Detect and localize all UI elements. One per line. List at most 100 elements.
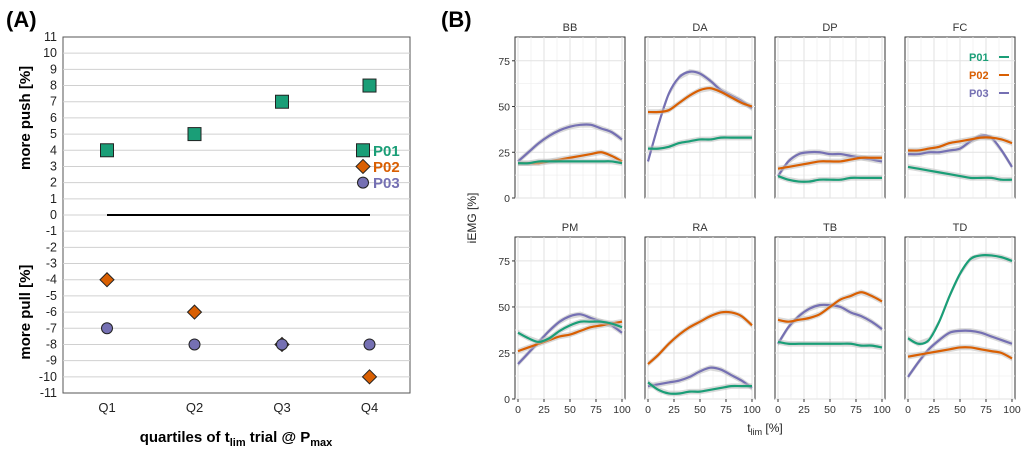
chart-a-x-axis-title: quartiles of tlim trial @ Pmax (140, 429, 333, 449)
chart-b-line-p01 (517, 320, 623, 344)
chart-b-facet-title: DA (692, 22, 708, 34)
chart-b-y-tick-label: 75 (498, 256, 510, 268)
chart-a-point-p03 (276, 338, 288, 351)
chart-b-x-tick-label: 0 (515, 404, 521, 416)
chart-a-x-tick-label: Q2 (186, 400, 203, 415)
chart-b-line-p02 (647, 87, 753, 114)
chart-a-point-p02 (361, 369, 378, 385)
chart-b-facet-title: TB (823, 222, 837, 234)
chart-a-y-tick-label: 2 (50, 176, 57, 190)
chart-a-x-tick-label: Q1 (98, 400, 115, 415)
panel-a-label: (A) (6, 7, 37, 32)
chart-b-ribbon-p02 (518, 318, 622, 354)
chart-b-x-tick-label: 100 (613, 404, 631, 416)
chart-b-line-p02 (777, 291, 883, 323)
chart-a-y-tick-label: -5 (46, 289, 57, 303)
chart-b-line-p02 (647, 310, 753, 365)
chart-a-point-p01 (275, 94, 289, 109)
chart-a-x-tick-label: Q3 (273, 400, 290, 415)
chart-b-xlabel-sub: lim (751, 427, 763, 437)
chart-b-x-tick-label: 25 (798, 404, 810, 416)
chart-b-line-p03 (517, 123, 623, 163)
chart-b-x-tick-label: 75 (980, 404, 992, 416)
chart-b-y-tick-label: 75 (498, 56, 510, 68)
chart-a-y-tick-label: 3 (50, 159, 57, 173)
chart-b-line-p02 (907, 346, 1013, 360)
chart-a-y-tick-label: -9 (46, 354, 57, 368)
chart-a-legend-label-p02: P02 (373, 159, 400, 176)
chart-a-ylabel-top: more push [%] (17, 66, 34, 170)
chart-b-y-tick-label: 50 (498, 102, 510, 114)
chart-b-legend-label-p02: P02 (969, 70, 989, 82)
chart-a-point-p02 (186, 304, 203, 320)
chart-a: 11109876543210-1-2-3-4-5-6-7-8-9-10-11Q1… (17, 30, 411, 415)
chart-b-x-tick-label: 0 (775, 404, 781, 416)
chart-a-point-p03 (101, 322, 113, 335)
chart-b-ribbon-p01 (518, 318, 622, 345)
chart-b-xlabel-main: t (747, 421, 751, 435)
chart-b-facet-title: BB (563, 22, 578, 34)
chart-a-xlabel-sub2: max (310, 437, 333, 449)
chart-b-y-axis-title: iEMG [%] (465, 193, 479, 244)
chart-b-x-tick-label: 25 (928, 404, 940, 416)
chart-a-ylabel-bottom: more pull [%] (17, 265, 34, 360)
chart-a-y-tick-label: -11 (40, 386, 57, 400)
chart-b-ribbon-p01 (908, 252, 1012, 347)
chart-b-x-tick-label: 75 (720, 404, 732, 416)
chart-b-x-tick-label: 0 (645, 404, 651, 416)
chart-a-legend-marker-p03 (357, 176, 369, 189)
chart-b: iEMG [%] BB 0 25 50 75 DA DP FC P01 P02 P03 PM 0 25 50 7… (465, 22, 1021, 416)
chart-b-line-p02 (777, 156, 882, 170)
chart-b-ribbon-p02 (908, 344, 1012, 362)
chart-a-y-tick-label: -1 (46, 224, 57, 238)
chart-b-x-tick-label: 75 (850, 404, 862, 416)
chart-b-x-tick-label: 50 (694, 404, 706, 416)
panel-b-label: (B) (441, 7, 472, 32)
chart-a-y-tick-label: -3 (46, 257, 57, 271)
chart-a-y-tick-label: 9 (50, 62, 57, 76)
chart-b-line-p03 (647, 366, 753, 389)
chart-b-x-tick-label: 75 (590, 404, 602, 416)
chart-a-y-tick-label: -6 (46, 305, 57, 319)
chart-a-legend-marker-p01 (356, 143, 370, 158)
chart-a-y-tick-label: 11 (44, 30, 57, 44)
chart-b-facet-title: FC (953, 22, 968, 34)
chart-a-y-tick-label: 7 (50, 95, 57, 109)
chart-b-y-tick-label: 25 (498, 348, 510, 360)
chart-a-point-p02 (99, 272, 115, 288)
chart-b-line-p01 (907, 165, 1013, 181)
chart-b-line-p02 (907, 136, 1013, 152)
chart-b-facet-title: TD (953, 222, 968, 234)
chart-b-y-tick-label: 0 (504, 394, 510, 406)
chart-b-xlabel-unit: [%] (762, 421, 783, 435)
chart-a-point-p03 (363, 338, 376, 351)
chart-b-facet-title: DP (822, 22, 837, 34)
chart-a-y-tick-label: 4 (50, 143, 57, 157)
chart-b-x-tick-label: 25 (668, 404, 680, 416)
chart-a-point-p01 (362, 78, 377, 93)
chart-b-ribbon-p01 (648, 134, 752, 152)
chart-b-legend-label-p01: P01 (969, 52, 989, 64)
chart-b-line-p01 (647, 381, 752, 395)
chart-a-y-tick-label: 6 (50, 111, 57, 125)
chart-a-y-tick-label: -2 (46, 240, 57, 254)
chart-b-ribbon-p03 (908, 132, 1012, 170)
chart-b-x-axis-title: tlim [%] (747, 421, 783, 437)
chart-b-x-tick-label: 50 (954, 404, 966, 416)
chart-b-line-p01 (647, 136, 752, 150)
chart-a-legend-label-p01: P01 (373, 143, 400, 160)
chart-b-y-tick-label: 50 (498, 302, 510, 314)
chart-a-y-tick-label: 0 (50, 208, 57, 222)
chart-b-x-tick-label: 100 (873, 404, 891, 416)
chart-a-point-p03 (188, 338, 201, 351)
chart-b-x-tick-label: 0 (905, 404, 911, 416)
chart-b-x-tick-label: 100 (743, 404, 761, 416)
chart-a-y-tick-label: 10 (43, 46, 57, 60)
chart-b-x-tick-label: 100 (1003, 404, 1021, 416)
chart-b-line-p01 (907, 253, 1013, 345)
chart-b-facet-title: RA (692, 222, 708, 234)
chart-b-ribbon-p01 (648, 379, 752, 397)
chart-a-y-tick-label: -4 (46, 273, 57, 287)
chart-b-x-tick-label: 50 (564, 404, 576, 416)
chart-a-xlabel-main: quartiles of t (140, 429, 230, 446)
